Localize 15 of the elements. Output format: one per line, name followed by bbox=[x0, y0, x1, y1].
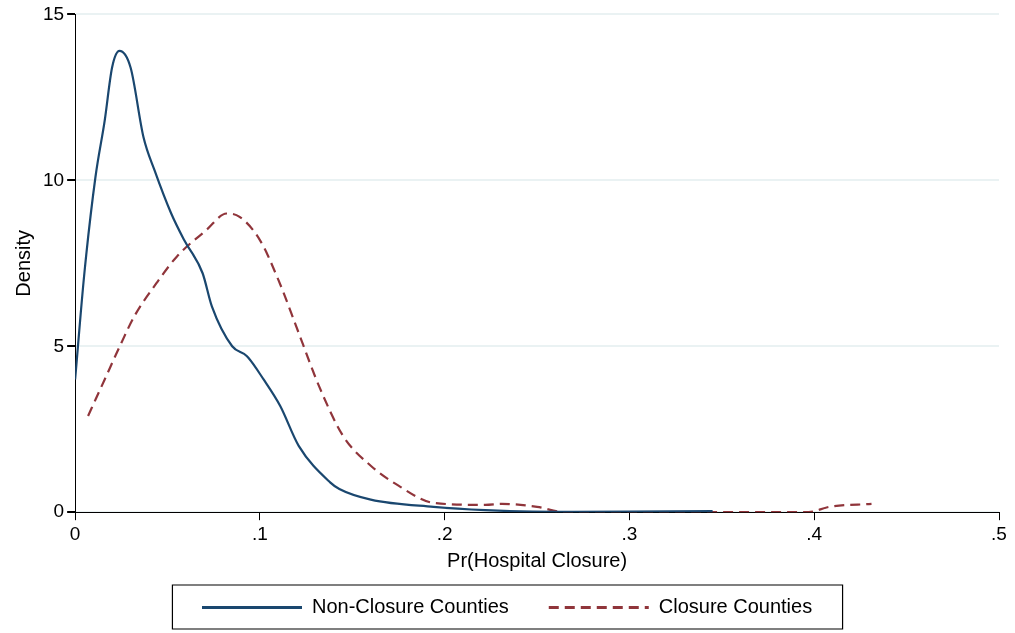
y-tick-label: 10 bbox=[42, 168, 65, 190]
x-axis-title: Pr(Hospital Closure) bbox=[447, 548, 628, 571]
x-tick-label: 0 bbox=[69, 522, 81, 544]
legend-label: Non-Closure Counties bbox=[312, 595, 509, 618]
x-tick-label: .3 bbox=[621, 522, 638, 544]
y-axis-title: Density bbox=[11, 229, 34, 297]
line-series bbox=[75, 49, 714, 513]
y-tick-label: 0 bbox=[53, 500, 65, 522]
y-tick-label: 5 bbox=[53, 334, 65, 356]
x-tick-label: .5 bbox=[991, 522, 1007, 544]
x-tick-label: .2 bbox=[436, 522, 453, 544]
x-tick-label: .4 bbox=[806, 522, 823, 544]
x-tick-label: .1 bbox=[251, 522, 268, 544]
legend-label: Closure Counties bbox=[658, 595, 813, 618]
y-tick-label: 15 bbox=[42, 2, 65, 24]
